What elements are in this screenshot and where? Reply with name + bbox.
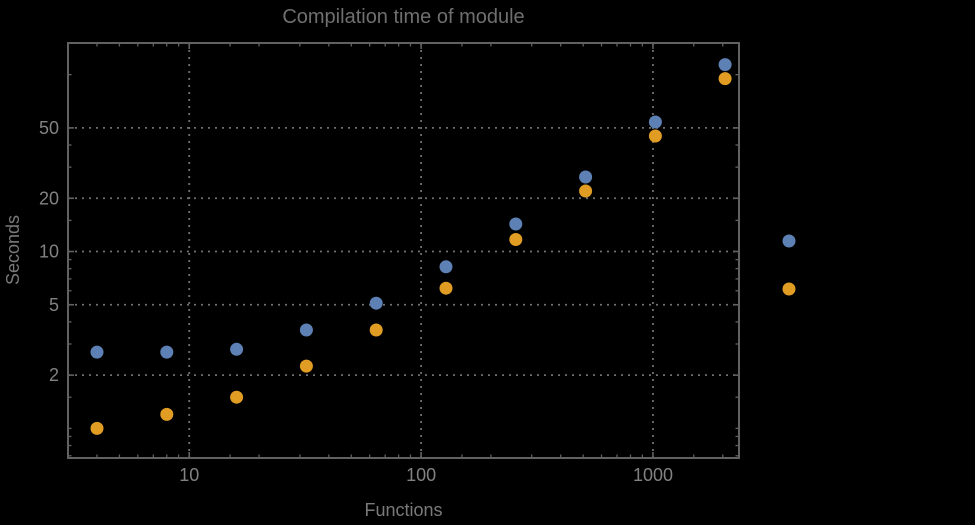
data-point-series-1-blue	[718, 58, 732, 72]
plot-frame	[67, 42, 740, 459]
y-tick-label: 2	[49, 365, 59, 385]
data-point-series-1-blue	[299, 323, 313, 337]
data-point-series-2-orange	[439, 281, 453, 295]
data-point-series-2-orange	[509, 233, 523, 246]
y-tick-label: 20	[39, 188, 59, 208]
data-point-series-2-orange	[648, 129, 662, 143]
data-point-series-2-orange	[230, 390, 244, 404]
data-point-series-2-orange	[579, 184, 593, 198]
x-tick-label: 100	[406, 465, 436, 485]
data-point-series-1-blue	[439, 260, 453, 274]
y-tick-label: 50	[39, 118, 59, 138]
legend-marker-series-2-orange	[782, 282, 796, 296]
data-point-series-1-blue	[509, 217, 523, 231]
y-tick-label: 5	[49, 295, 59, 315]
chart-title: Compilation time of module	[282, 6, 525, 28]
y-tick-label: 10	[39, 242, 59, 262]
x-axis-label: Functions	[364, 500, 443, 520]
data-point-series-1-blue	[369, 296, 383, 310]
data-point-series-2-orange	[299, 359, 313, 373]
data-point-series-1-blue	[160, 345, 174, 359]
data-point-series-1-blue	[648, 115, 662, 129]
data-point-series-2-orange	[160, 407, 174, 421]
data-point-series-1-blue	[579, 170, 593, 184]
x-tick-label: 1000	[633, 465, 673, 485]
legend-marker-series-1-blue	[782, 234, 796, 248]
data-point-series-2-orange	[369, 323, 383, 337]
data-point-series-2-orange	[718, 72, 732, 86]
data-point-series-1-blue	[90, 345, 104, 359]
data-point-series-1-blue	[230, 342, 244, 356]
x-tick-label: 10	[179, 465, 199, 485]
data-point-series-2-orange	[90, 421, 104, 435]
